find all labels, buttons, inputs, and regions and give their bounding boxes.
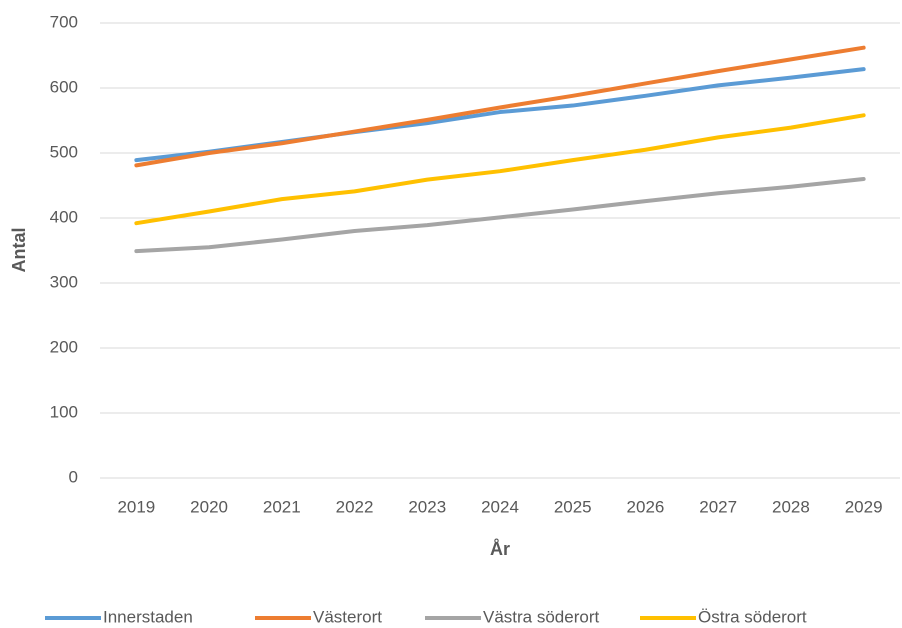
x-tick-label: 2029 (845, 497, 883, 516)
series-line (134, 45, 866, 168)
x-tick-label: 2021 (263, 497, 301, 516)
x-tick-label: 2026 (627, 497, 665, 516)
x-tick-label: 2027 (699, 497, 737, 516)
y-tick-label: 500 (50, 142, 78, 161)
x-tick-label: 2025 (554, 497, 592, 516)
series-line (134, 113, 866, 226)
y-tick-label: 300 (50, 272, 78, 291)
y-tick-label: 0 (69, 467, 78, 486)
legend-label: Innerstaden (103, 607, 193, 626)
y-tick-label: 400 (50, 207, 78, 226)
y-tick-label: 600 (50, 77, 78, 96)
legend-label: Västra söderort (483, 607, 599, 626)
series-line (134, 177, 866, 254)
x-tick-label: 2028 (772, 497, 810, 516)
x-tick-label: 2022 (336, 497, 374, 516)
y-tick-label: 700 (50, 12, 78, 31)
legend-label: Västerort (313, 607, 382, 626)
legend-label: Östra söderort (698, 607, 807, 626)
x-tick-label: 2019 (117, 497, 155, 516)
x-tick-label: 2020 (190, 497, 228, 516)
x-tick-label: 2024 (481, 497, 519, 516)
y-tick-label: 100 (50, 402, 78, 421)
y-axis-title: Antal (9, 228, 29, 273)
x-tick-label: 2023 (408, 497, 446, 516)
y-tick-label: 200 (50, 337, 78, 356)
x-axis-title: År (490, 539, 510, 559)
